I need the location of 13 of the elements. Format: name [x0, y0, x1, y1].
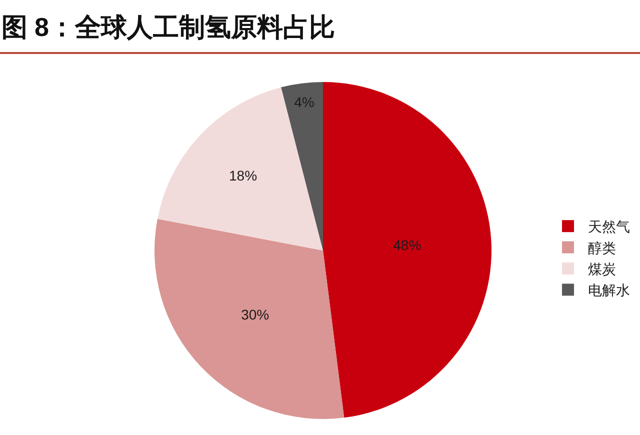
data-label: 30%	[241, 306, 270, 322]
data-label: 4%	[294, 94, 314, 110]
pie-slice	[157, 87, 323, 250]
legend-label: 天然气	[588, 218, 630, 235]
pie-slice	[154, 218, 344, 419]
chart-title: 图 8：全球人工制氢原料占比	[1, 12, 335, 42]
pie-slice	[281, 82, 323, 250]
legend-label: 醇类	[588, 240, 616, 256]
legend-label: 电解水	[588, 282, 630, 298]
data-label: 48%	[393, 237, 422, 254]
legend-label: 煤炭	[588, 260, 616, 277]
pie-slice	[323, 82, 492, 418]
data-label: 18%	[229, 167, 258, 184]
